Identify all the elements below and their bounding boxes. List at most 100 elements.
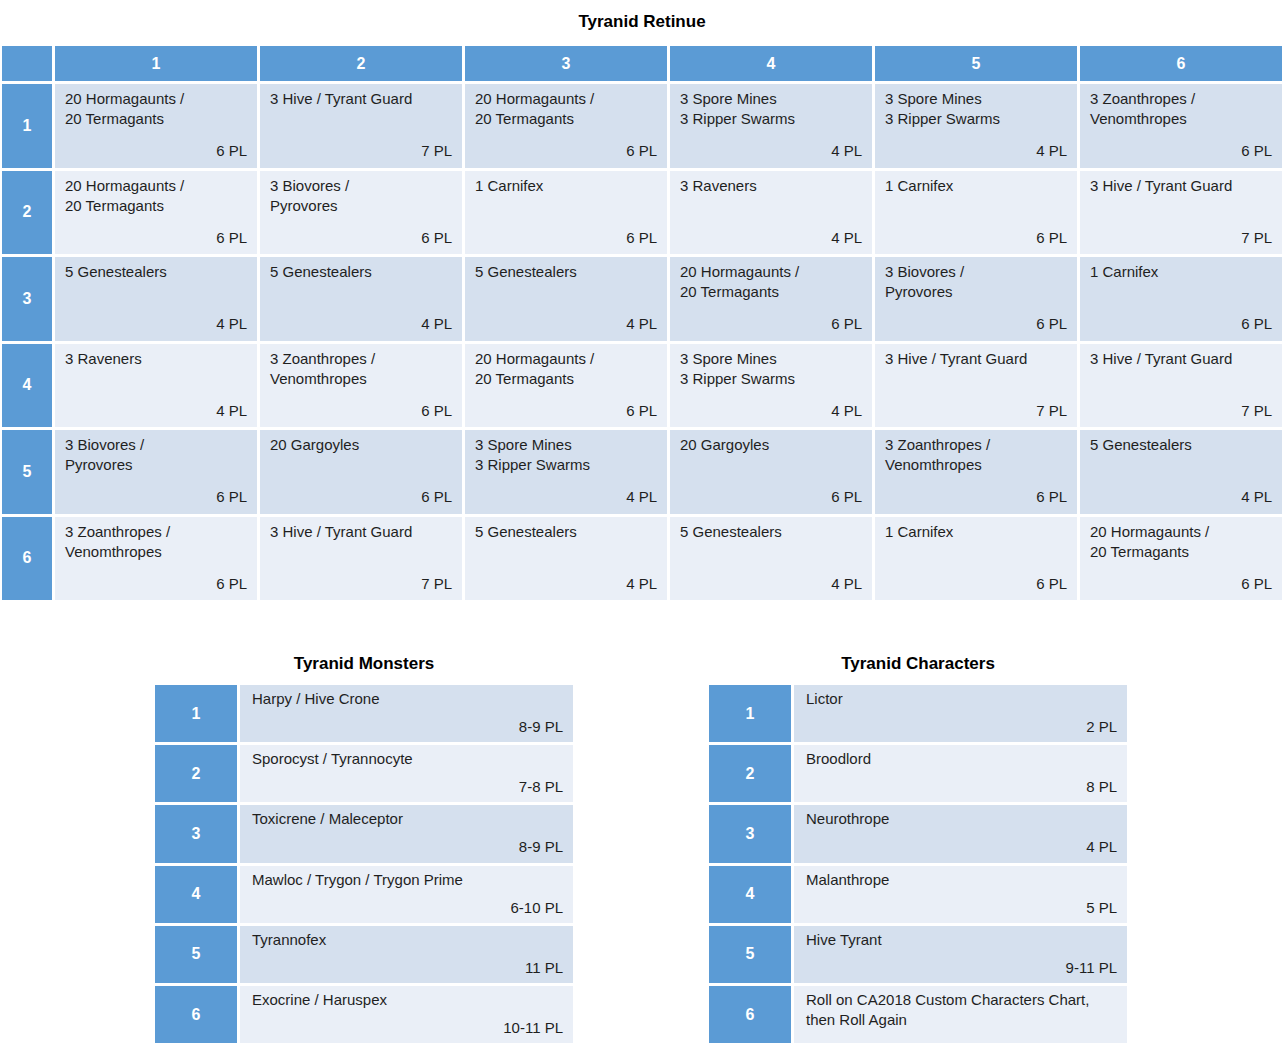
unit-name: 20 Hormagaunts / 20 Termagants [1090, 522, 1272, 563]
retinue-cell-r4c2: 3 Zoanthropes / Venomthropes6 PL [260, 344, 462, 428]
unit-name: 5 Genestealers [1090, 435, 1272, 455]
row-header-3: 3 [2, 257, 52, 341]
characters-row-number-4: 4 [709, 866, 791, 923]
power-level: 7 PL [1090, 228, 1272, 248]
unit-name: 3 Spore Mines 3 Ripper Swarms [680, 349, 862, 390]
power-level: 8-9 PL [252, 717, 563, 737]
unit-name: 3 Hive / Tyrant Guard [1090, 349, 1272, 369]
power-level: 5 PL [806, 898, 1117, 918]
col-header-4: 4 [670, 46, 872, 81]
monsters-cell-4: Mawloc / Trygon / Trygon Prime6-10 PL [240, 866, 573, 923]
retinue-cell-r1c3: 20 Hormagaunts / 20 Termagants6 PL [465, 84, 667, 168]
unit-name: 5 Genestealers [65, 262, 247, 282]
characters-cell-5: Hive Tyrant 9-11 PL [794, 926, 1127, 983]
power-level: 4 PL [65, 401, 247, 421]
unit-name: 1 Carnifex [1090, 262, 1272, 282]
retinue-cell-r2c3: 1 Carnifex 6 PL [465, 171, 667, 255]
unit-name: 3 Raveners [65, 349, 247, 369]
unit-name: Roll on CA2018 Custom Characters Chart, … [806, 990, 1117, 1031]
unit-name: Sporocyst / Tyrannocyte [252, 749, 563, 769]
unit-name: Hive Tyrant [806, 930, 1117, 950]
col-header-1: 1 [55, 46, 257, 81]
power-level: 6 PL [270, 487, 452, 507]
unit-name: Exocrine / Haruspex [252, 990, 563, 1010]
unit-name: Lictor [806, 689, 1117, 709]
monsters-row-number-1: 1 [155, 685, 237, 742]
retinue-cell-r5c3: 3 Spore Mines 3 Ripper Swarms4 PL [465, 430, 667, 514]
row-header-4: 4 [2, 344, 52, 428]
power-level: 10-11 PL [252, 1018, 563, 1038]
monsters-row-number-4: 4 [155, 866, 237, 923]
unit-name: 3 Hive / Tyrant Guard [270, 89, 452, 109]
retinue-cell-r6c3: 5 Genestealers4 PL [465, 517, 667, 601]
retinue-cell-r4c3: 20 Hormagaunts / 20 Termagants6 PL [465, 344, 667, 428]
power-level: 6 PL [270, 401, 452, 421]
power-level: 7 PL [270, 574, 452, 594]
power-level: 6 PL [475, 228, 657, 248]
monsters-row-number-2: 2 [155, 745, 237, 802]
power-level: 7 PL [270, 141, 452, 161]
unit-name: 5 Genestealers [680, 522, 862, 542]
retinue-cell-r5c1: 3 Biovores / Pyrovores6 PL [55, 430, 257, 514]
unit-name: 20 Hormagaunts / 20 Termagants [475, 349, 657, 390]
retinue-cell-r3c1: 5 Genestealers4 PL [55, 257, 257, 341]
unit-name: 5 Genestealers [270, 262, 452, 282]
characters-table: 1 Lictor2 PL 2 Broodlord8 PL 3 Neurothro… [709, 685, 1127, 1043]
unit-name: 20 Hormagaunts / 20 Termagants [65, 176, 247, 217]
power-level: 6 PL [1090, 574, 1272, 594]
retinue-cell-r6c6: 20 Hormagaunts / 20 Termagants 6 PL [1080, 517, 1282, 601]
power-level: 4 PL [885, 141, 1067, 161]
retinue-cell-r1c4: 3 Spore Mines 3 Ripper Swarms4 PL [670, 84, 872, 168]
unit-name: 20 Gargoyles [270, 435, 452, 455]
retinue-cell-r2c5: 1 Carnifex6 PL [875, 171, 1077, 255]
characters-row-number-1: 1 [709, 685, 791, 742]
unit-name: 3 Hive / Tyrant Guard [885, 349, 1067, 369]
retinue-cell-r2c6: 3 Hive / Tyrant Guard7 PL [1080, 171, 1282, 255]
retinue-cell-r5c5: 3 Zoanthropes / Venomthropes6 PL [875, 430, 1077, 514]
power-level: 9-11 PL [806, 958, 1117, 978]
unit-name: 20 Hormagaunts / 20 Termagants [680, 262, 862, 303]
retinue-cell-r1c1: 20 Hormagaunts / 20 Termagants6 PL [55, 84, 257, 168]
unit-name: 5 Genestealers [475, 262, 657, 282]
power-level: 4 PL [1090, 487, 1272, 507]
unit-name: 3 Zoanthropes / Venomthropes [885, 435, 1067, 476]
unit-name: Neurothrope [806, 809, 1117, 829]
corner-cell [2, 46, 52, 81]
power-level: 6 PL [885, 314, 1067, 334]
power-level: 7-8 PL [252, 777, 563, 797]
unit-name: 3 Raveners [680, 176, 862, 196]
unit-name: Malanthrope [806, 870, 1117, 890]
power-level: 4 PL [475, 487, 657, 507]
power-level: 4 PL [680, 141, 862, 161]
power-level: 11 PL [252, 958, 563, 978]
monsters-cell-2: Sporocyst / Tyrannocyte 7-8 PL [240, 745, 573, 802]
unit-name: 3 Hive / Tyrant Guard [270, 522, 452, 542]
retinue-cell-r1c5: 3 Spore Mines 3 Ripper Swarms 4 PL [875, 84, 1077, 168]
unit-name: 20 Gargoyles [680, 435, 862, 455]
unit-name: 1 Carnifex [475, 176, 657, 196]
retinue-cell-r5c4: 20 Gargoyles6 PL [670, 430, 872, 514]
monsters-row-number-3: 3 [155, 805, 237, 862]
monsters-table-title: Tyranid Monsters [155, 652, 573, 676]
retinue-cell-r6c2: 3 Hive / Tyrant Guard 7 PL [260, 517, 462, 601]
power-level: 2 PL [806, 717, 1117, 737]
characters-cell-1: Lictor 2 PL [794, 685, 1127, 742]
unit-name: 3 Spore Mines 3 Ripper Swarms [885, 89, 1067, 130]
unit-name: Mawloc / Trygon / Trygon Prime [252, 870, 563, 890]
monsters-row-number-6: 6 [155, 986, 237, 1043]
row-header-6: 6 [2, 517, 52, 601]
retinue-cell-r3c2: 5 Genestealers4 PL [260, 257, 462, 341]
power-level: 6 PL [65, 574, 247, 594]
retinue-cell-r2c2: 3 Biovores / Pyrovores6 PL [260, 171, 462, 255]
characters-cell-4: Malanthrope 5 PL [794, 866, 1127, 923]
characters-cell-2: Broodlord8 PL [794, 745, 1127, 802]
monsters-cell-3: Toxicrene / Maleceptor8-9 PL [240, 805, 573, 862]
power-level: 4 PL [475, 574, 657, 594]
unit-name: 1 Carnifex [885, 522, 1067, 542]
retinue-table: 1 2 3 4 5 6 1 20 Hormagaunts / 20 Termag… [2, 46, 1282, 600]
power-level: 4 PL [680, 401, 862, 421]
unit-name: Harpy / Hive Crone [252, 689, 563, 709]
retinue-cell-r3c6: 1 Carnifex6 PL [1080, 257, 1282, 341]
retinue-cell-r3c5: 3 Biovores / Pyrovores6 PL [875, 257, 1077, 341]
power-level: 6 PL [65, 141, 247, 161]
